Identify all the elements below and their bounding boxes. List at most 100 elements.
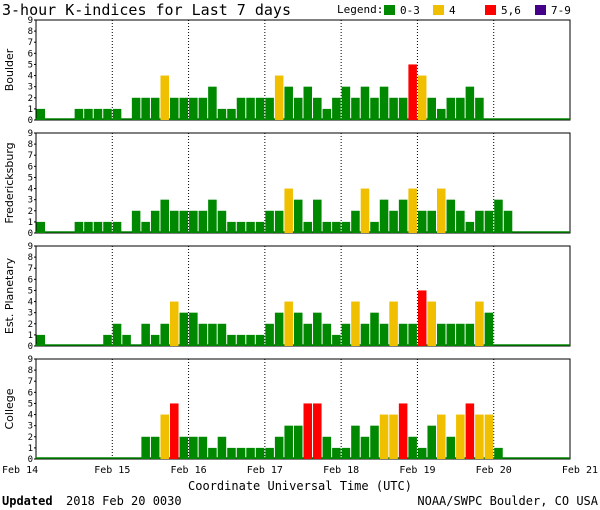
y-tick-label: 9 <box>28 16 33 26</box>
k-index-bar <box>189 312 198 346</box>
y-tick-label: 3 <box>28 196 33 206</box>
k-index-bar <box>313 403 322 459</box>
k-index-bar <box>284 301 293 346</box>
k-index-bar <box>274 210 284 233</box>
k-index-bar <box>322 436 332 459</box>
k-index-bar <box>341 323 351 346</box>
k-index-bar <box>74 221 84 233</box>
k-index-bar <box>84 108 93 120</box>
k-index-bar <box>274 312 284 346</box>
k-index-bar <box>389 97 398 120</box>
k-index-bar <box>112 108 122 120</box>
legend: 0-3 4 5,6 7-9 <box>384 4 571 17</box>
panels: 0123456789Boulder0123456789Fredericksbur… <box>3 16 571 465</box>
k-index-bar <box>408 64 417 120</box>
legend-swatch <box>384 5 395 15</box>
k-index-bar <box>341 86 351 120</box>
k-index-bar <box>427 425 436 459</box>
y-tick-label: 6 <box>28 49 33 59</box>
k-index-bar <box>341 447 351 459</box>
y-tick-label: 8 <box>28 27 33 37</box>
legend-label: 0-3 <box>400 4 420 17</box>
k-index-bar <box>351 301 360 346</box>
k-index-bar <box>189 436 198 459</box>
k-index-bar <box>446 199 456 233</box>
y-tick-label: 7 <box>28 377 33 387</box>
k-index-bar <box>208 323 217 346</box>
k-index-bar <box>170 97 179 120</box>
k-index-bar <box>484 312 494 346</box>
panel-frame <box>35 132 571 234</box>
k-index-bar <box>265 210 274 233</box>
k-index-bar <box>255 447 265 459</box>
k-index-bar <box>379 323 389 346</box>
k-index-bar <box>456 210 465 233</box>
y-tick-label: 4 <box>28 72 33 82</box>
k-index-bar <box>170 210 179 233</box>
k-index-bar <box>437 188 446 233</box>
y-tick-label: 6 <box>28 275 33 285</box>
k-index-bar <box>227 221 236 233</box>
y-tick-label: 3 <box>28 422 33 432</box>
k-index-bar <box>484 210 494 233</box>
k-index-bar <box>360 436 370 459</box>
k-index-bar <box>437 414 446 459</box>
k-index-bar <box>379 199 389 233</box>
y-tick-label: 1 <box>28 331 33 341</box>
y-tick-label: 7 <box>28 264 33 274</box>
y-tick-label: 1 <box>28 444 33 454</box>
k-index-bar <box>103 221 112 233</box>
k-index-bar <box>398 199 408 233</box>
chart-title: 3-hour K-indices for Last 7 days <box>2 1 291 19</box>
k-index-bar <box>398 323 408 346</box>
y-tick-label: 2 <box>28 207 33 217</box>
k-index-bar <box>351 210 360 233</box>
k-index-bar <box>332 334 341 346</box>
k-index-bar <box>417 210 427 233</box>
k-index-bar <box>246 334 255 346</box>
k-index-bar <box>236 447 246 459</box>
k-index-bar <box>103 334 112 346</box>
k-index-bar <box>303 403 313 459</box>
k-index-bar <box>389 301 398 346</box>
legend-swatch <box>535 5 546 15</box>
k-index-bar <box>160 199 169 233</box>
y-tick-label: 7 <box>28 38 33 48</box>
k-index-bar <box>255 97 265 120</box>
k-index-bar <box>389 414 398 459</box>
k-index-bar <box>74 108 84 120</box>
x-tick-label: Feb 20 <box>476 465 512 476</box>
k-index-bar <box>189 97 198 120</box>
k-index-bar <box>103 108 112 120</box>
k-index-bar <box>112 323 122 346</box>
k-index-bar <box>303 323 313 346</box>
k-index-bar <box>179 210 189 233</box>
k-index-bar <box>389 210 398 233</box>
x-axis-ticks: Feb 14 Feb 15 Feb 16 Feb 17 Feb 18 Feb 19 Feb … <box>2 465 598 476</box>
x-tick-label: Feb 19 <box>399 465 435 476</box>
k-index-bar <box>198 323 208 346</box>
y-tick-label: 6 <box>28 388 33 398</box>
k-index-bar <box>170 403 179 459</box>
k-index-bar <box>179 97 189 120</box>
k-index-bar <box>456 414 465 459</box>
k-index-bar <box>274 75 284 120</box>
k-index-bar <box>427 97 436 120</box>
y-tick-label: 5 <box>28 60 33 70</box>
k-index-bar <box>494 199 503 233</box>
y-tick-label: 9 <box>28 129 33 139</box>
x-tick-label: Feb 16 <box>171 465 207 476</box>
k-index-bar <box>370 425 379 459</box>
source-label: NOAA/SWPC Boulder, CO USA <box>417 494 598 508</box>
k-index-bar <box>351 97 360 120</box>
k-index-bar <box>446 97 456 120</box>
k-index-bar <box>255 221 265 233</box>
k-index-bar <box>446 323 456 346</box>
y-tick-label: 0 <box>28 342 33 352</box>
k-index-bar <box>360 323 370 346</box>
k-index-bar <box>141 436 150 459</box>
x-tick-label: Feb 15 <box>94 465 130 476</box>
